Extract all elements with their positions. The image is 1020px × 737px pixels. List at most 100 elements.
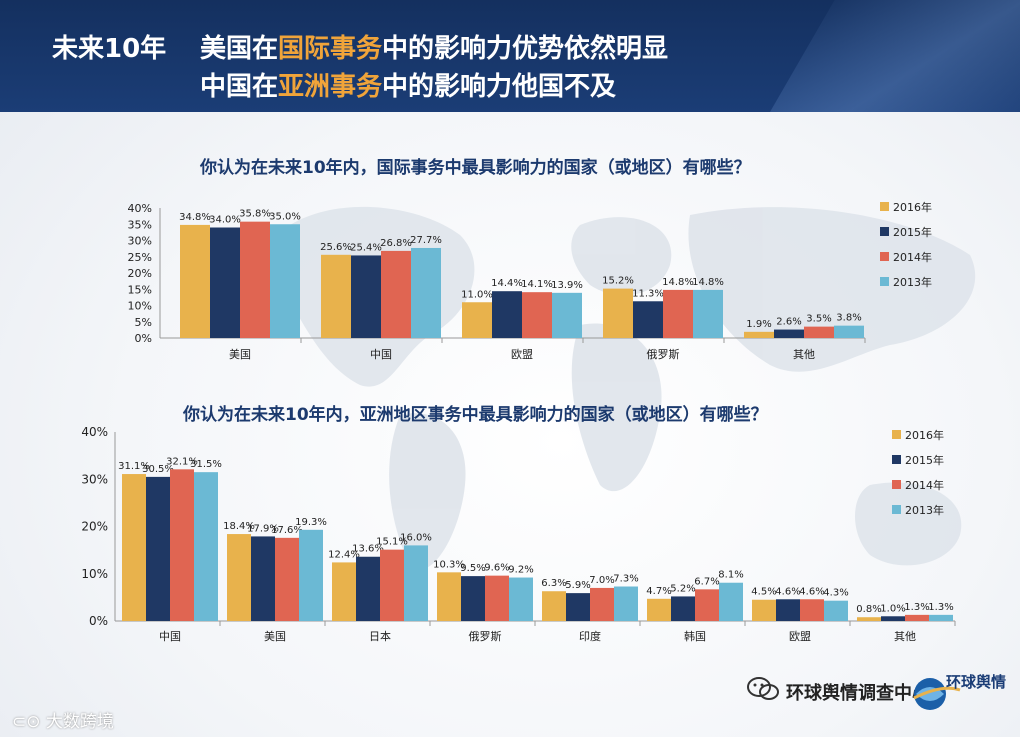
bar-2016年-俄罗斯 <box>603 288 633 338</box>
data-label: 9.6% <box>484 563 509 574</box>
data-label: 1.3% <box>928 602 953 613</box>
y-tick-label: 30% <box>128 235 152 248</box>
bar-2015年-美国 <box>251 536 275 621</box>
data-label: 15.1% <box>376 537 408 548</box>
data-label: 5.2% <box>670 583 695 594</box>
headline-highlight: 亚洲事务 <box>278 72 383 102</box>
bar-2016年-其他 <box>857 617 881 621</box>
data-label: 3.8% <box>836 313 861 324</box>
bar-2016年-印度 <box>542 591 566 621</box>
data-label: 14.1% <box>521 279 553 290</box>
header-period-label: 未来10年 <box>52 34 167 64</box>
bar-2014年-欧盟 <box>522 292 552 338</box>
data-label: 25.4% <box>350 242 382 253</box>
category-label: 印度 <box>579 629 601 643</box>
data-label: 13.9% <box>551 280 583 291</box>
data-label: 4.5% <box>751 587 776 598</box>
bar-2014年-其他 <box>905 614 929 621</box>
bar-2014年-中国 <box>381 250 411 338</box>
category-label: 美国 <box>229 348 251 361</box>
data-label: 17.9% <box>247 523 279 534</box>
legend-swatch-2014年 <box>892 480 901 489</box>
y-tick-label: 25% <box>128 251 152 264</box>
data-label: 14.8% <box>692 277 724 288</box>
legend-swatch-2015年 <box>880 227 889 236</box>
legend-swatch-2016年 <box>880 202 889 211</box>
bar-2015年-韩国 <box>671 596 695 621</box>
data-label: 6.3% <box>541 578 566 589</box>
globe-logo-icon <box>913 678 961 710</box>
data-label: 10.3% <box>433 559 465 570</box>
data-label: 11.3% <box>632 288 664 299</box>
data-label: 13.6% <box>352 544 384 555</box>
bar-2016年-其他 <box>744 331 774 338</box>
bar-2013年-俄罗斯 <box>509 577 533 621</box>
data-label: 32.1% <box>166 456 198 467</box>
watermark-left: ⊂⊙ 大数跨境 <box>12 712 114 732</box>
data-label: 4.7% <box>646 586 671 597</box>
data-label: 35.8% <box>239 209 271 220</box>
bar-2013年-美国 <box>270 224 300 338</box>
bar-2015年-欧盟 <box>492 291 522 338</box>
bar-2015年-美国 <box>210 227 240 338</box>
legend-swatch-2013年 <box>892 505 901 514</box>
data-label: 9.2% <box>508 565 533 576</box>
chart-asia-influence: 0% 10% 20% 30% 40% 31.1%30.5%32.1%31.5% 中国 18.4… <box>81 425 956 643</box>
category-label: 俄罗斯 <box>647 348 680 361</box>
data-label: 30.5% <box>142 464 174 475</box>
data-label: 5.9% <box>565 580 590 591</box>
y-tick-label: 0% <box>89 614 108 628</box>
chart-international-influence: 0% 5% 10% 15% 20% 25% 30% 35% 40% 34.8%34.0%35.8%… <box>128 200 932 361</box>
category-label: 其他 <box>894 630 916 643</box>
bar-2013年-日本 <box>404 545 428 621</box>
data-label: 15.2% <box>602 276 634 287</box>
data-label: 7.3% <box>613 574 638 585</box>
legend-swatch-2013年 <box>880 277 889 286</box>
chart1-title: 你认为在未来10年内，国际事务中最具影响力的国家（或地区）有哪些？ <box>200 158 751 178</box>
y-tick-label: 40% <box>81 425 108 439</box>
bar-2015年-印度 <box>566 593 590 621</box>
watermark-left-text: 大数跨境 <box>45 712 114 732</box>
y-tick-label: 5% <box>135 316 152 329</box>
legend-swatch-2015年 <box>892 455 901 464</box>
category-label: 韩国 <box>684 629 706 643</box>
data-label: 12.4% <box>328 549 360 560</box>
data-label: 27.7% <box>410 235 442 246</box>
bar-2013年-中国 <box>194 472 218 621</box>
legend-label: 2016年 <box>893 200 932 214</box>
data-label: 19.3% <box>295 517 327 528</box>
category-label: 欧盟 <box>511 348 533 361</box>
bar-2014年-印度 <box>590 587 614 621</box>
y-tick-label: 10% <box>81 567 108 581</box>
chart2-title: 你认为在未来10年内，亚洲地区事务中最具影响力的国家（或地区）有哪些？ <box>183 405 768 425</box>
data-label: 31.5% <box>190 459 222 470</box>
data-label: 25.6% <box>320 242 352 253</box>
legend-swatch-2016年 <box>892 430 901 439</box>
legend-label: 2015年 <box>905 453 944 467</box>
y-tick-label: 40% <box>128 202 152 215</box>
category-label: 美国 <box>264 630 286 643</box>
bar-2013年-其他 <box>834 325 864 338</box>
legend-label: 2013年 <box>905 503 944 517</box>
legend-label: 2014年 <box>893 250 932 264</box>
legend-label: 2015年 <box>893 225 932 239</box>
bar-2013年-韩国 <box>719 582 743 621</box>
bar-2014年-美国 <box>240 221 270 338</box>
data-label: 34.0% <box>209 215 241 226</box>
y-tick-label: 10% <box>128 300 152 313</box>
data-label: 0.8% <box>856 604 881 615</box>
data-label: 17.6% <box>271 525 303 536</box>
category-label: 中国 <box>370 348 392 361</box>
brand-logo-text: 环球舆情 <box>946 673 1007 691</box>
bar-2014年-美国 <box>275 537 299 621</box>
y-tick-label: 0% <box>135 332 152 345</box>
data-label: 1.9% <box>746 319 771 330</box>
bar-2013年-其他 <box>929 614 953 621</box>
legend-label: 2016年 <box>905 428 944 442</box>
headline-text: 中的影响力优势依然明显 <box>382 34 669 64</box>
data-label: 14.8% <box>662 277 694 288</box>
data-label: 3.5% <box>806 314 831 325</box>
bar-2015年-俄罗斯 <box>461 576 485 621</box>
bar-2013年-俄罗斯 <box>693 289 723 338</box>
bar-2016年-中国 <box>321 254 351 338</box>
